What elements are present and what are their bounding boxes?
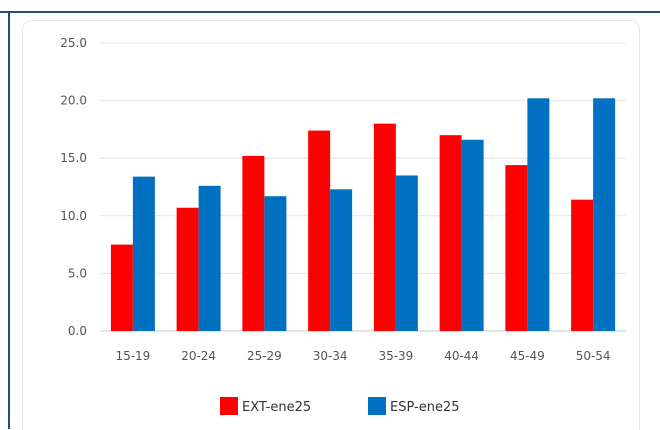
bar-EXT-ene25-35-39 xyxy=(373,123,396,331)
bar-EXT-ene25-40-44 xyxy=(439,135,462,331)
y-tick-label: 15.0 xyxy=(60,151,87,165)
bar-EXT-ene25-30-34 xyxy=(308,130,331,331)
y-tick-label: 25.0 xyxy=(60,36,87,50)
bar-ESP-ene25-40-44 xyxy=(461,139,484,331)
bar-EXT-ene25-45-49 xyxy=(505,165,528,331)
bar-ESP-ene25-35-39 xyxy=(395,175,418,331)
legend-label-ESP-ene25: ESP-ene25 xyxy=(390,400,460,415)
x-tick-label: 35-39 xyxy=(378,349,413,363)
bar-ESP-ene25-25-29 xyxy=(264,196,287,331)
legend-swatch-EXT-ene25 xyxy=(220,397,238,415)
x-tick-label: 40-44 xyxy=(444,349,479,363)
x-axis: 15-19 20-24 25-29 30-34 35-39 40-44 45-49 50-54 xyxy=(115,349,610,363)
legend-swatch-ESP-ene25 xyxy=(368,397,386,415)
bars xyxy=(110,98,616,332)
bar-ESP-ene25-20-24 xyxy=(198,185,221,331)
frame-border-left xyxy=(8,11,10,429)
x-tick-label: 50-54 xyxy=(576,349,611,363)
y-axis: 0.0 5.0 10.0 15.0 20.0 25.0 xyxy=(60,36,87,338)
y-tick-label: 5.0 xyxy=(68,266,87,280)
legend: EXT-ene25 ESP-ene25 xyxy=(220,397,460,415)
bar-EXT-ene25-20-24 xyxy=(176,207,199,331)
x-tick-label: 15-19 xyxy=(115,349,150,363)
y-tick-label: 10.0 xyxy=(60,209,87,223)
x-tick-label: 20-24 xyxy=(181,349,216,363)
frame-border-top xyxy=(0,11,660,13)
bar-ESP-ene25-50-54 xyxy=(593,98,616,332)
y-tick-label: 20.0 xyxy=(60,94,87,108)
x-tick-label: 25-29 xyxy=(247,349,282,363)
bar-ESP-ene25-30-34 xyxy=(330,189,353,331)
bar-EXT-ene25-50-54 xyxy=(571,199,594,331)
x-tick-label: 45-49 xyxy=(510,349,545,363)
bar-ESP-ene25-15-19 xyxy=(132,176,155,331)
bar-ESP-ene25-45-49 xyxy=(527,98,550,332)
legend-label-EXT-ene25: EXT-ene25 xyxy=(242,400,311,415)
y-tick-label: 0.0 xyxy=(68,324,87,338)
bar-EXT-ene25-25-29 xyxy=(242,155,265,331)
bar-EXT-ene25-15-19 xyxy=(110,244,133,331)
x-tick-label: 30-34 xyxy=(313,349,348,363)
